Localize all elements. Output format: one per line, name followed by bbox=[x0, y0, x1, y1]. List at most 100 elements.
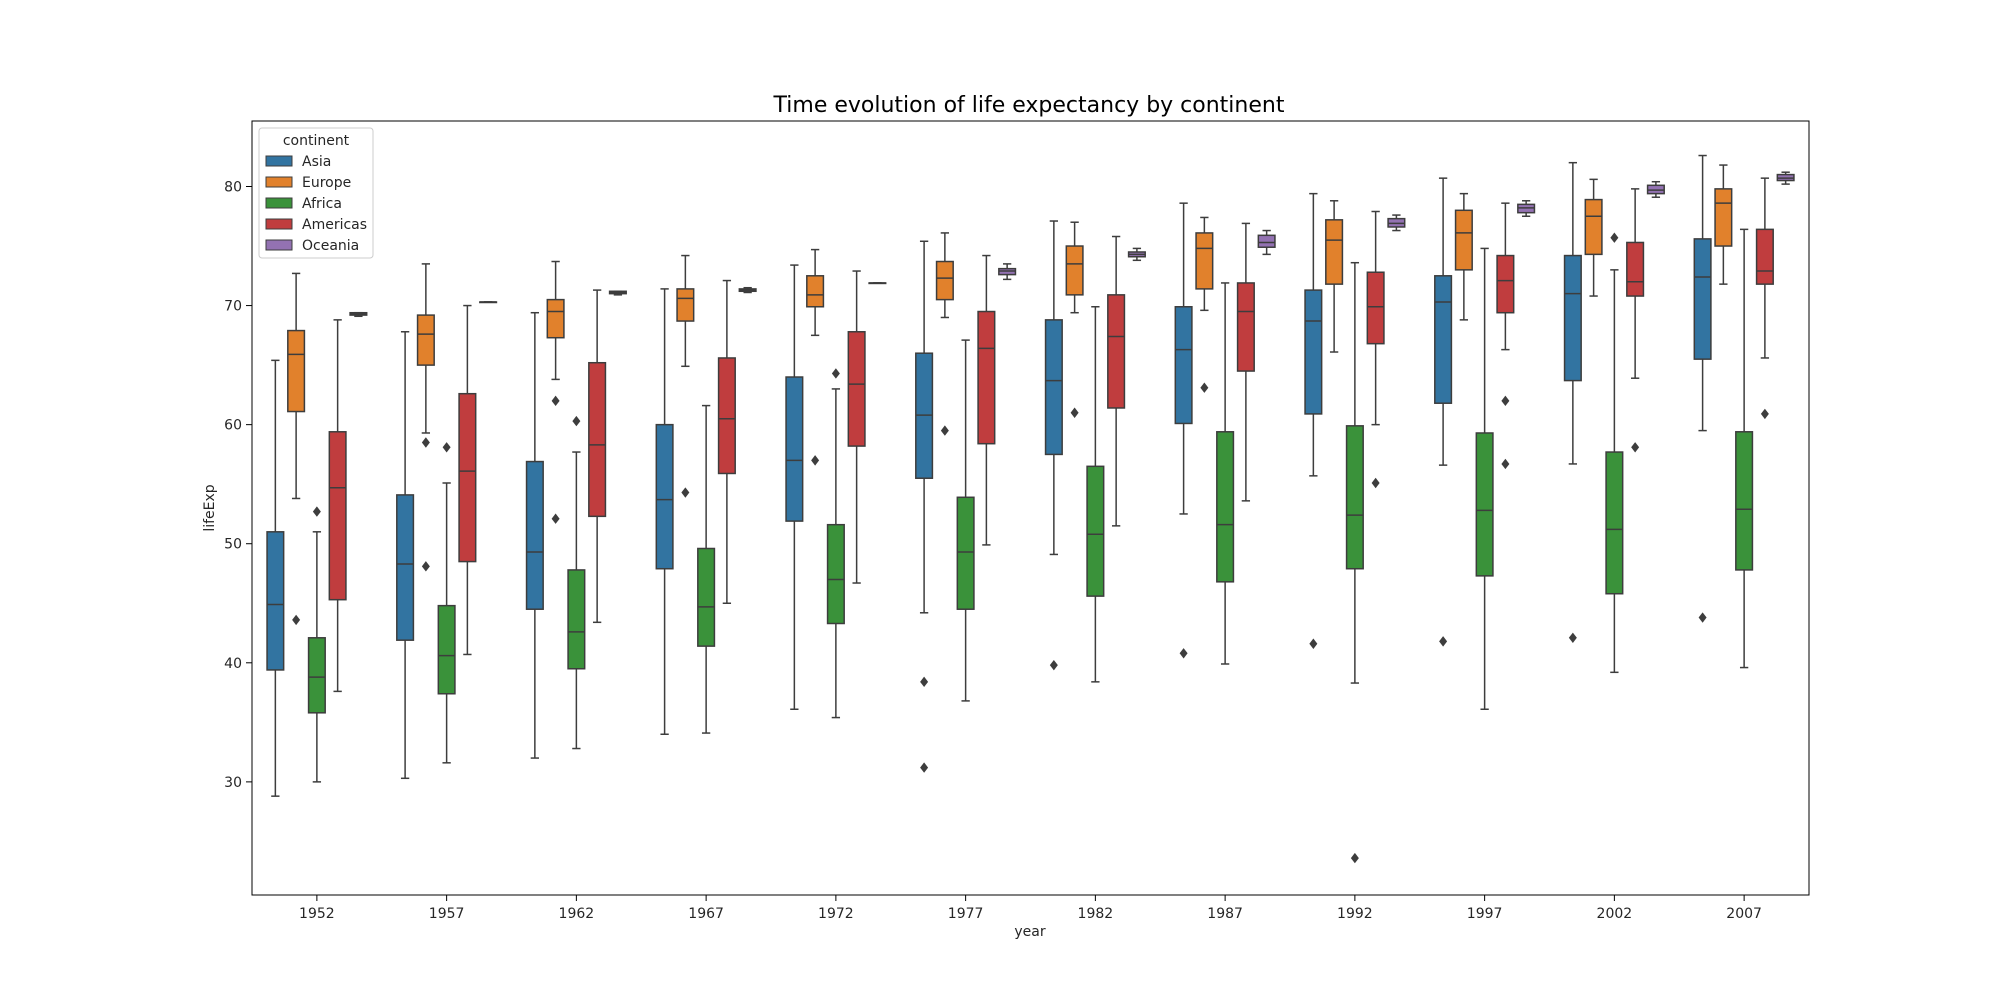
box-asia-1982 bbox=[1044, 220, 1063, 671]
box-iqr bbox=[1496, 254, 1515, 314]
box-iqr bbox=[717, 357, 736, 475]
box-iqr bbox=[437, 604, 456, 695]
box-americas-1972 bbox=[847, 270, 866, 584]
box-iqr bbox=[287, 329, 306, 413]
box-iqr bbox=[1366, 271, 1385, 345]
box-europe-2007 bbox=[1714, 164, 1733, 285]
box-iqr bbox=[1454, 209, 1473, 271]
outlier-point bbox=[1070, 407, 1079, 418]
box-africa-1982 bbox=[1086, 306, 1105, 683]
box-iqr bbox=[1605, 451, 1624, 595]
box-iqr bbox=[806, 275, 825, 308]
box-iqr bbox=[847, 331, 866, 447]
box-europe-1967 bbox=[676, 254, 695, 498]
x-tick-label: 1972 bbox=[818, 906, 854, 922]
x-axis: 1952 1957 1962 1967 1972 1977 1982 1987 1992 1997… bbox=[299, 895, 1762, 922]
box-iqr bbox=[1693, 238, 1712, 360]
outlier-point bbox=[1049, 659, 1058, 671]
box-europe-2002 bbox=[1584, 178, 1603, 297]
series-europe bbox=[287, 164, 1733, 626]
box-europe-1982 bbox=[1065, 221, 1084, 418]
x-tick-label: 2002 bbox=[1597, 906, 1633, 922]
box-europe-1987 bbox=[1195, 216, 1214, 393]
box-iqr bbox=[328, 431, 347, 601]
box-iqr bbox=[525, 460, 544, 610]
box-africa-1952 bbox=[307, 506, 326, 783]
box-oceania-1952 bbox=[349, 311, 368, 318]
outlier-point bbox=[1568, 632, 1577, 643]
box-oceania-1997 bbox=[1517, 200, 1536, 218]
box-asia-1962 bbox=[525, 311, 544, 759]
box-iqr bbox=[546, 298, 565, 339]
box-iqr bbox=[458, 392, 477, 563]
outlier-point bbox=[920, 762, 929, 773]
series-americas bbox=[328, 177, 1774, 693]
x-tick-label: 1997 bbox=[1467, 906, 1503, 922]
chart-title: Time evolution of life expectancy by con… bbox=[773, 93, 1285, 118]
box-iqr bbox=[567, 569, 586, 670]
box-americas-1962 bbox=[588, 289, 607, 624]
box-iqr bbox=[1584, 198, 1603, 256]
box-iqr bbox=[1304, 289, 1323, 415]
box-europe-1952 bbox=[287, 272, 306, 626]
box-oceania-1957 bbox=[479, 301, 498, 304]
box-oceania-2002 bbox=[1646, 180, 1665, 198]
box-oceania-2007 bbox=[1776, 171, 1795, 185]
box-iqr bbox=[1195, 232, 1214, 290]
plot-marks bbox=[266, 154, 1795, 864]
box-asia-1997 bbox=[1434, 177, 1453, 647]
box-asia-2007 bbox=[1693, 154, 1712, 623]
box-africa-1972 bbox=[826, 368, 845, 719]
box-iqr bbox=[676, 288, 695, 322]
outlier-point bbox=[1501, 395, 1510, 407]
box-iqr bbox=[697, 547, 716, 647]
box-americas-1997 bbox=[1496, 202, 1515, 470]
y-tick-label: 60 bbox=[224, 418, 242, 434]
box-oceania-1987 bbox=[1257, 229, 1276, 256]
legend-items: Asia Europe Africa Americas Oceania bbox=[265, 154, 367, 254]
legend-item-americas: Americas bbox=[265, 217, 367, 233]
box-oceania-1982 bbox=[1127, 247, 1146, 262]
plot-frame bbox=[251, 120, 1810, 896]
box-americas-2007 bbox=[1755, 177, 1774, 420]
box-iqr bbox=[956, 496, 975, 610]
box-iqr bbox=[1563, 254, 1582, 382]
legend: continent Asia Europe Africa Americas Oceani… bbox=[258, 127, 374, 259]
legend-swatch bbox=[265, 155, 293, 167]
y-tick-label: 40 bbox=[224, 656, 242, 672]
box-iqr bbox=[1257, 234, 1276, 248]
box-europe-1997 bbox=[1454, 192, 1473, 321]
legend-label: Oceania bbox=[302, 238, 359, 254]
series-africa bbox=[307, 228, 1754, 864]
outlier-point bbox=[831, 368, 840, 379]
box-americas-1992 bbox=[1366, 210, 1385, 489]
box-americas-1982 bbox=[1107, 235, 1126, 527]
box-iqr bbox=[1434, 275, 1453, 404]
box-iqr bbox=[1735, 431, 1754, 571]
box-oceania-1972 bbox=[868, 282, 887, 285]
outlier-point bbox=[421, 561, 430, 572]
box-iqr bbox=[1755, 228, 1774, 285]
outlier-point bbox=[1179, 648, 1188, 659]
box-africa-1977 bbox=[956, 339, 975, 702]
outlier-point bbox=[1698, 612, 1707, 623]
box-asia-1977 bbox=[915, 240, 934, 773]
outlier-point bbox=[551, 513, 560, 524]
x-tick-label: 1982 bbox=[1078, 906, 1114, 922]
box-iqr bbox=[826, 523, 845, 625]
y-tick-label: 80 bbox=[224, 179, 242, 195]
box-africa-1967 bbox=[697, 404, 716, 734]
x-tick-label: 1992 bbox=[1337, 906, 1373, 922]
box-iqr bbox=[588, 361, 607, 518]
box-iqr bbox=[977, 310, 996, 445]
x-tick-label: 1952 bbox=[299, 906, 335, 922]
legend-swatch bbox=[265, 197, 293, 209]
x-tick-label: 1962 bbox=[559, 906, 595, 922]
box-iqr bbox=[785, 376, 804, 522]
box-africa-1987 bbox=[1216, 282, 1235, 665]
box-asia-1967 bbox=[655, 288, 674, 735]
box-europe-1977 bbox=[935, 232, 954, 436]
box-iqr bbox=[266, 531, 285, 671]
legend-item-oceania: Oceania bbox=[265, 238, 359, 254]
